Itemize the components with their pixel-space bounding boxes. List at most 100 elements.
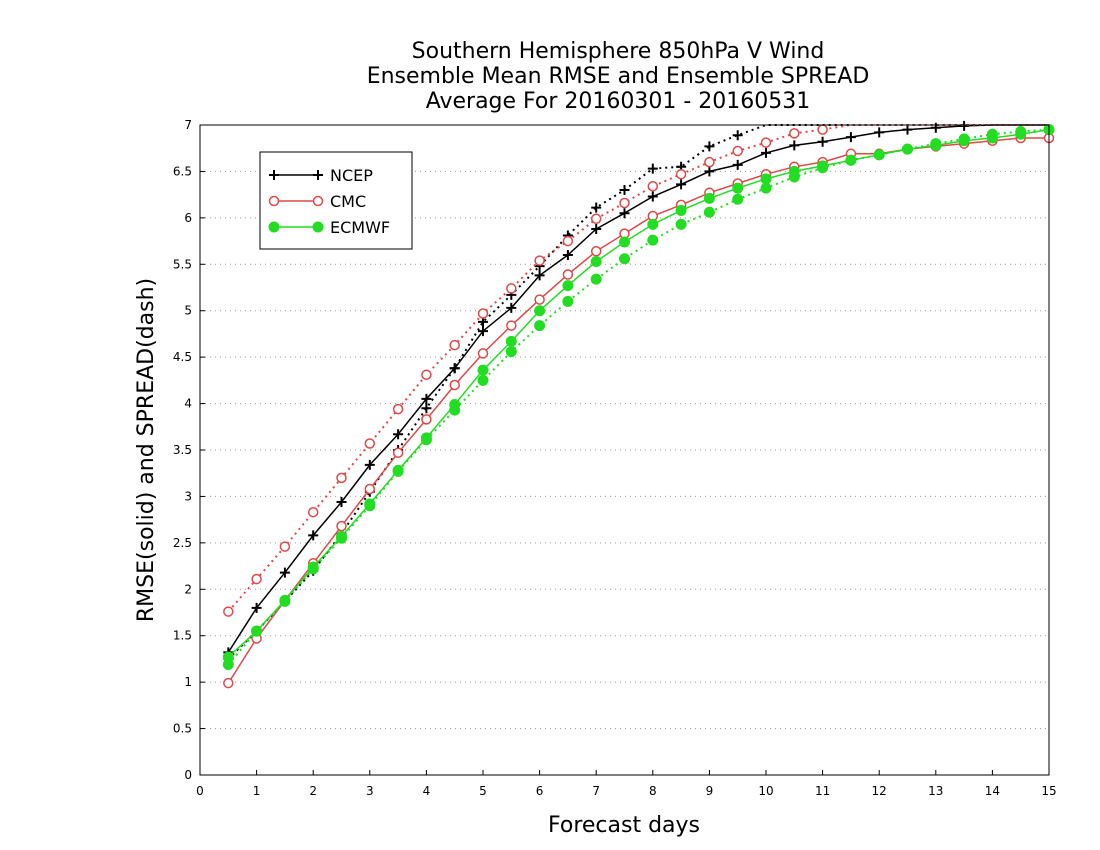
x-tick-label: 10 (758, 784, 773, 798)
chart-title: Southern Hemisphere 850hPa V WindEnsembl… (367, 39, 870, 114)
data-point-ecmwf-spread (562, 295, 574, 307)
data-point-cmc-spread (506, 283, 517, 294)
data-point-ncep-rmse (732, 159, 743, 170)
data-point-cmc-spread (421, 369, 432, 381)
data-point-cmc-spread (251, 573, 262, 585)
x-tick-label: 9 (706, 784, 714, 798)
x-axis-ticks: 0 1 2 3 4 5 6 7 8 9 10 11 12 13 14 15 (196, 770, 1057, 798)
series-line-cmc-spread (227, 124, 1049, 613)
legend-item-ncep: NCEP (269, 166, 373, 185)
x-tick-label: 7 (592, 784, 600, 798)
data-point-ecmwf-spread (873, 149, 885, 161)
legend-marker (312, 221, 324, 233)
data-point-ecmwf-spread (647, 234, 659, 246)
data-point-ecmwf-spread (279, 595, 291, 607)
legend-marker (269, 170, 279, 180)
x-tick-label: 15 (1041, 784, 1056, 798)
data-point-ncep-rmse (619, 208, 630, 219)
series-ncep-rmse (223, 120, 1049, 658)
legend-item-cmc: CMC (268, 192, 366, 211)
y-tick-label: 4.5 (173, 350, 192, 364)
data-point-cmc-spread (477, 308, 489, 319)
legend-label-cmc: CMC (330, 192, 366, 211)
data-point-cmc-spread (619, 197, 630, 209)
data-point-ecmwf-rmse (505, 335, 517, 347)
y-tick-label: 1 (184, 675, 192, 689)
data-point-ecmwf-spread (619, 253, 630, 265)
data-point-ecmwf-spread (392, 465, 404, 477)
title-line-1: Southern Hemisphere 850hPa V Wind (412, 39, 825, 64)
data-point-ncep-rmse (562, 250, 573, 260)
data-point-ncep-spread (732, 130, 743, 141)
data-point-ecmwf-rmse (732, 182, 744, 194)
data-point-cmc-spread (590, 213, 602, 225)
x-tick-label: 5 (479, 784, 487, 798)
data-point-ncep-rmse (930, 122, 941, 133)
y-tick-label: 7 (184, 118, 192, 132)
data-point-ecmwf-spread (534, 320, 546, 332)
series-layer (222, 120, 1055, 689)
data-point-ncep-rmse (591, 224, 602, 234)
y-tick-label: 3.5 (173, 443, 192, 457)
legend-marker (313, 170, 323, 180)
data-point-cmc-spread (732, 145, 743, 157)
data-point-ecmwf-spread (449, 404, 461, 416)
legend: NCEP CMC ECMWF (259, 151, 413, 250)
y-tick-label: 6.5 (173, 164, 192, 178)
data-point-cmc-rmse (506, 320, 517, 331)
data-point-ecmwf-spread (703, 206, 715, 218)
legend-label-ecmwf: ECMWF (330, 218, 390, 237)
data-point-ncep-spread (449, 363, 460, 374)
legend-marker (312, 195, 324, 207)
data-point-cmc-rmse (223, 677, 234, 689)
legend-label-ncep: NCEP (330, 166, 373, 185)
data-point-cmc-rmse (392, 447, 404, 459)
data-point-ncep-spread (421, 403, 432, 414)
data-point-cmc-spread (336, 472, 347, 484)
data-point-cmc-spread (760, 137, 772, 148)
data-point-ncep-rmse (874, 127, 885, 138)
data-point-ecmwf-spread (675, 218, 687, 230)
series-ecmwf-spread (222, 124, 1055, 670)
data-point-cmc-spread (307, 506, 319, 518)
data-point-ncep-rmse (279, 567, 290, 578)
y-tick-label: 0 (184, 768, 192, 782)
data-point-ncep-rmse (336, 497, 347, 507)
title-line-3: Average For 20160301 - 20160531 (426, 89, 811, 114)
x-tick-label: 12 (872, 784, 887, 798)
data-point-cmc-rmse (364, 483, 376, 495)
x-tick-label: 8 (649, 784, 657, 798)
data-point-ecmwf-rmse (760, 173, 772, 185)
series-line-ecmwf-spread (227, 128, 1050, 666)
x-tick-label: 11 (815, 784, 830, 798)
data-point-ecmwf-spread (505, 346, 517, 358)
data-point-ncep-rmse (676, 179, 687, 190)
data-point-ecmwf-spread (817, 162, 829, 174)
data-point-ncep-rmse (364, 459, 375, 470)
data-point-ecmwf-rmse (590, 256, 602, 267)
y-tick-label: 0.5 (173, 722, 192, 736)
data-point-ecmwf-rmse (703, 192, 715, 204)
data-point-ncep-rmse (393, 429, 404, 440)
data-point-cmc-rmse (590, 246, 602, 257)
data-point-cmc-spread (279, 541, 291, 552)
x-tick-label: 4 (423, 784, 431, 798)
data-point-ecmwf-rmse (675, 204, 687, 216)
x-axis-label: Forecast days (548, 813, 700, 838)
data-point-ecmwf-spread (222, 659, 234, 670)
data-point-ncep-spread (619, 185, 630, 195)
data-point-ncep-rmse (308, 530, 319, 541)
legend-item-ecmwf: ECMWF (268, 218, 390, 237)
data-point-cmc-rmse (534, 294, 545, 305)
y-tick-label: 1.5 (173, 629, 192, 643)
data-point-ecmwf-spread (590, 273, 602, 285)
y-tick-label: 5.5 (173, 257, 192, 271)
x-tick-label: 1 (253, 784, 261, 798)
x-tick-label: 3 (366, 784, 374, 798)
data-point-cmc-rmse (421, 414, 432, 425)
data-point-ecmwf-spread (336, 532, 347, 544)
data-point-ecmwf-spread (788, 171, 800, 183)
data-point-ncep-rmse (704, 166, 715, 177)
data-point-ecmwf-rmse (647, 218, 659, 230)
